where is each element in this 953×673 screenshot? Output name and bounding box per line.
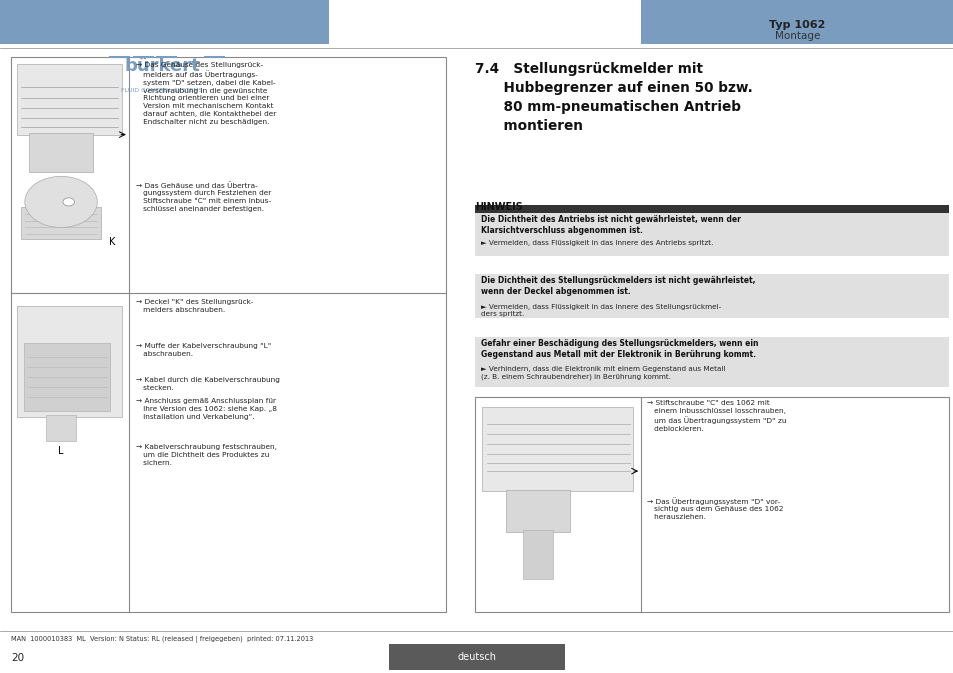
FancyBboxPatch shape	[389, 644, 564, 670]
FancyBboxPatch shape	[522, 530, 553, 579]
Circle shape	[25, 176, 97, 227]
FancyBboxPatch shape	[481, 407, 632, 491]
Text: Typ 1062: Typ 1062	[768, 20, 825, 30]
FancyBboxPatch shape	[640, 0, 953, 44]
Text: → Kabel durch die Kabelverschraubung
   stecken.: → Kabel durch die Kabelverschraubung ste…	[136, 377, 280, 390]
Text: → Stiftschraube "C" des 1062 mit
   einem Inbusschlüssel losschrauben,
   um das: → Stiftschraube "C" des 1062 mit einem I…	[646, 400, 785, 432]
Text: → Muffe der Kabelverschraubung "L"
   abschrauben.: → Muffe der Kabelverschraubung "L" absch…	[136, 343, 272, 357]
Text: → Das Übertragungssystem "D" vor-
   sichtig aus dem Gehäuse des 1062
   herausz: → Das Übertragungssystem "D" vor- sichti…	[646, 497, 782, 520]
Text: ► Verhindern, dass die Elektronik mit einem Gegenstand aus Metall
(z. B. einem S: ► Verhindern, dass die Elektronik mit ei…	[480, 366, 724, 380]
FancyBboxPatch shape	[46, 415, 76, 441]
Text: Die Dichtheit des Antriebs ist nicht gewährleistet, wenn der
Klarsichtverschluss: Die Dichtheit des Antriebs ist nicht gew…	[480, 215, 740, 235]
FancyBboxPatch shape	[29, 133, 93, 172]
Text: ► Vermeiden, dass Flüssigkeit in das Innere des Stellungsrückmel-
ders spritzt.: ► Vermeiden, dass Flüssigkeit in das Inn…	[480, 304, 720, 317]
Text: Gefahr einer Beschädigung des Stellungsrückmelders, wenn ein
Gegenstand aus Meta: Gefahr einer Beschädigung des Stellungsr…	[480, 339, 758, 359]
Text: bürkert: bürkert	[124, 57, 200, 75]
FancyBboxPatch shape	[17, 64, 122, 135]
FancyBboxPatch shape	[475, 213, 948, 256]
Text: → Anschluss gemäß Anschlussplan für
   Ihre Version des 1062: siehe Kap. „8
   I: → Anschluss gemäß Anschlussplan für Ihre…	[136, 398, 277, 420]
Text: deutsch: deutsch	[457, 652, 496, 662]
FancyBboxPatch shape	[475, 274, 948, 318]
Text: → Kabelverschraubung festschrauben,
   um die Dichtheit des Produktes zu
   sich: → Kabelverschraubung festschrauben, um d…	[136, 444, 277, 466]
Text: ► Vermeiden, dass Flüssigkeit in das Innere des Antriebs spritzt.: ► Vermeiden, dass Flüssigkeit in das Inn…	[480, 240, 713, 246]
Text: 20: 20	[11, 653, 25, 663]
Text: HINWEIS: HINWEIS	[475, 202, 522, 212]
Text: FLUID CONTROL SYSTEMS: FLUID CONTROL SYSTEMS	[121, 87, 203, 93]
Text: → Das Gehäuse und das Übertra-
   gungssystem durch Festziehen der
   Stiftschra: → Das Gehäuse und das Übertra- gungssyst…	[136, 182, 272, 212]
FancyBboxPatch shape	[475, 336, 948, 387]
Text: MAN  1000010383  ML  Version: N Status: RL (released | freigegeben)  printed: 07: MAN 1000010383 ML Version: N Status: RL …	[11, 636, 314, 643]
FancyBboxPatch shape	[21, 207, 101, 239]
Text: K: K	[110, 238, 115, 247]
Text: 7.4   Stellungsrückmelder mit
      Hubbegrenzer auf einen 50 bzw.
      80 mm-p: 7.4 Stellungsrückmelder mit Hubbegrenzer…	[475, 62, 752, 133]
Text: → Deckel "K" des Stellungsrück-
   melders abschrauben.: → Deckel "K" des Stellungsrück- melders …	[136, 299, 253, 312]
FancyBboxPatch shape	[24, 343, 110, 411]
FancyBboxPatch shape	[475, 205, 948, 213]
FancyBboxPatch shape	[505, 490, 570, 532]
Text: Die Dichtheit des Stellungsrückmelders ist nicht gewährleistet,
wenn der Deckel : Die Dichtheit des Stellungsrückmelders i…	[480, 276, 755, 296]
FancyBboxPatch shape	[17, 306, 122, 417]
Text: L: L	[58, 446, 64, 456]
Text: → Das Gehäuse des Stellungsrück-
   melders auf das Übertragungs-
   system "D" : → Das Gehäuse des Stellungsrück- melders…	[136, 62, 276, 125]
FancyBboxPatch shape	[0, 0, 329, 44]
Text: Montage: Montage	[774, 31, 820, 40]
Circle shape	[63, 198, 74, 206]
FancyBboxPatch shape	[11, 57, 445, 612]
FancyBboxPatch shape	[475, 397, 948, 612]
